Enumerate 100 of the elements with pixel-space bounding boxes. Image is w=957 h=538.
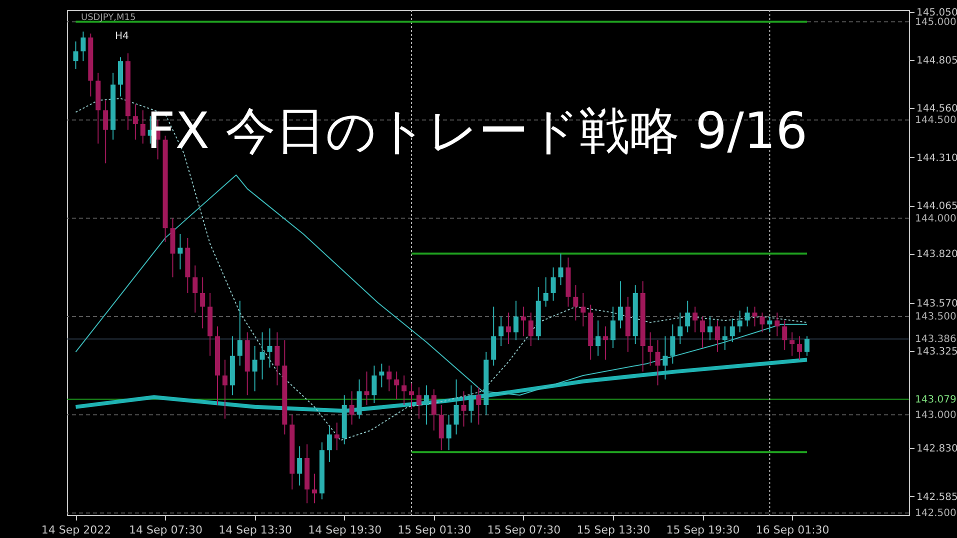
y-tick-label: 144.065 (916, 201, 957, 212)
candlestick (372, 365, 377, 404)
candlestick (513, 300, 518, 341)
x-tick-label: 14 Sep 2022 (41, 524, 112, 536)
candlestick (73, 40, 78, 70)
candlestick (438, 404, 444, 451)
candlestick (760, 312, 765, 333)
candlestick (274, 332, 280, 386)
candlestick (192, 264, 198, 314)
candlestick (326, 426, 332, 462)
candlestick (80, 31, 86, 62)
candlestick (596, 320, 601, 356)
candlestick (774, 312, 780, 337)
candlestick (558, 253, 564, 286)
candlestick (655, 340, 660, 386)
y-tick-label: 143.325 (916, 346, 957, 358)
candlestick (782, 320, 788, 350)
candlestick (506, 312, 512, 345)
candlestick (312, 473, 318, 504)
ref-line-label: 143.500 (915, 312, 956, 323)
candlestick (237, 300, 242, 366)
y-tick-label: 142.585 (916, 492, 957, 503)
candlestick (722, 326, 728, 350)
candlestick (178, 234, 183, 270)
candlestick (692, 306, 698, 333)
candlestick (476, 386, 482, 426)
candlestick (797, 336, 802, 360)
candlestick (543, 276, 548, 308)
candlestick (394, 371, 400, 400)
candlestick (804, 336, 810, 356)
x-tick-label: 14 Sep 19:30 (308, 524, 382, 536)
candlestick (140, 110, 146, 144)
candlestick (648, 332, 653, 366)
y-tick-label: 145.050 (916, 7, 957, 18)
candlestick (446, 414, 452, 451)
y-tick-label: 144.805 (916, 56, 957, 67)
candlestick (678, 312, 683, 345)
candlestick (461, 390, 466, 428)
candlestick (364, 371, 370, 406)
candlestick (670, 324, 676, 364)
candlestick (752, 306, 758, 327)
y-tick-label: 143.570 (916, 298, 957, 310)
candlestick (491, 306, 496, 366)
candlestick (744, 306, 750, 327)
x-tick-label: 14 Sep 07:30 (129, 524, 202, 536)
candlestick (685, 300, 690, 333)
candlestick (498, 316, 504, 347)
candlestick (200, 276, 206, 329)
candlestick (297, 446, 302, 486)
candlestick (610, 306, 616, 348)
candlestick (573, 284, 578, 321)
candlestick (431, 388, 436, 432)
candlestick (132, 104, 138, 140)
ref-line-label: 142.500 (915, 508, 956, 520)
candlestick (767, 316, 772, 333)
annotation: H4 (115, 31, 129, 42)
candlestick (528, 312, 534, 347)
candlestick (349, 390, 354, 426)
candlestick (580, 292, 586, 327)
y-tick-label: 144.310 (916, 152, 957, 164)
x-tick-label: 15 Sep 19:30 (666, 524, 740, 536)
y-tick-label: 143.820 (916, 249, 957, 260)
ref-line-label: 144.000 (915, 213, 956, 224)
candlestick (550, 266, 556, 302)
candlestick (409, 382, 414, 410)
candlestick (416, 386, 422, 420)
ref-line-label: 144.500 (915, 115, 956, 126)
y-tick-label: 142.830 (916, 444, 957, 455)
annotation: USDJPY,M15 (81, 13, 136, 23)
ref-line-label: 143.000 (915, 410, 956, 421)
x-tick-label: 15 Sep 13:30 (576, 524, 650, 536)
x-tick-label: 16 Sep 01:30 (756, 524, 830, 536)
x-tick-label: 14 Sep 13:30 (218, 524, 292, 536)
candlestick (118, 56, 123, 97)
x-tick-label: 15 Sep 01:30 (398, 524, 472, 536)
ref-line-label: 143.386 (915, 334, 956, 345)
candlestick (386, 365, 392, 392)
y-tick-label: 144.560 (916, 104, 957, 115)
candlestick (222, 359, 228, 420)
candlestick (520, 306, 526, 337)
candlestick (707, 316, 712, 341)
candlestick (714, 320, 720, 352)
candlestick (603, 326, 608, 360)
candlestick (700, 316, 706, 348)
candlestick (790, 332, 795, 356)
candlestick (737, 310, 742, 333)
ref-line-label: 145.000 (915, 16, 956, 28)
line-series (75, 174, 808, 396)
candlestick (379, 363, 384, 388)
candlestick (267, 328, 272, 368)
line-series (75, 98, 808, 441)
x-tick-label: 15 Sep 07:30 (487, 524, 561, 536)
ref-line-label: 143.079 (915, 394, 956, 406)
candlestick (730, 318, 735, 343)
candlestick (260, 332, 265, 380)
candlestick (402, 374, 407, 406)
candlestick (334, 422, 340, 451)
candlestick (618, 280, 623, 329)
candlestick (252, 346, 258, 392)
candlestick (103, 100, 108, 164)
